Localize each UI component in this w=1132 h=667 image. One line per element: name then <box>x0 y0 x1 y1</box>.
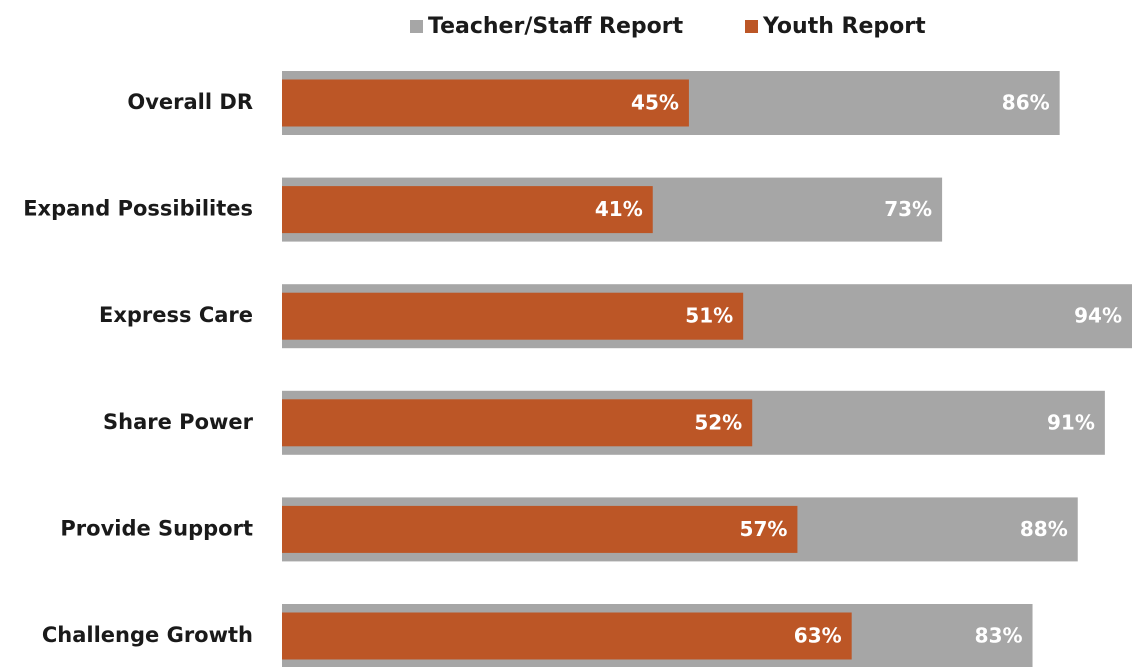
bar <box>282 79 689 127</box>
bar <box>282 505 798 553</box>
value-label: 94% <box>1074 304 1122 328</box>
category-label: Overall DR <box>127 90 253 114</box>
value-label: 63% <box>794 624 842 648</box>
category-label: Share Power <box>103 410 254 434</box>
bar <box>282 186 653 234</box>
value-label: 83% <box>975 624 1023 648</box>
value-label: 57% <box>740 517 788 541</box>
value-label: 41% <box>595 197 643 221</box>
value-label: 88% <box>1020 517 1068 541</box>
bar <box>282 292 744 340</box>
value-label: 51% <box>685 304 733 328</box>
bar <box>282 612 852 660</box>
category-label: Expand Possibilites <box>23 197 253 221</box>
legend-swatch <box>410 20 423 33</box>
legend-swatch <box>745 20 758 33</box>
value-label: 52% <box>694 410 742 434</box>
value-label: 45% <box>631 91 679 115</box>
category-label: Express Care <box>99 303 253 327</box>
value-label: 73% <box>884 197 932 221</box>
bar <box>282 399 753 447</box>
value-label: 91% <box>1047 410 1095 434</box>
category-label: Provide Support <box>60 516 253 540</box>
category-label: Challenge Growth <box>42 623 253 647</box>
value-label: 86% <box>1002 91 1050 115</box>
legend-label: Teacher/Staff Report <box>428 14 684 39</box>
legend-label: Youth Report <box>762 14 926 39</box>
